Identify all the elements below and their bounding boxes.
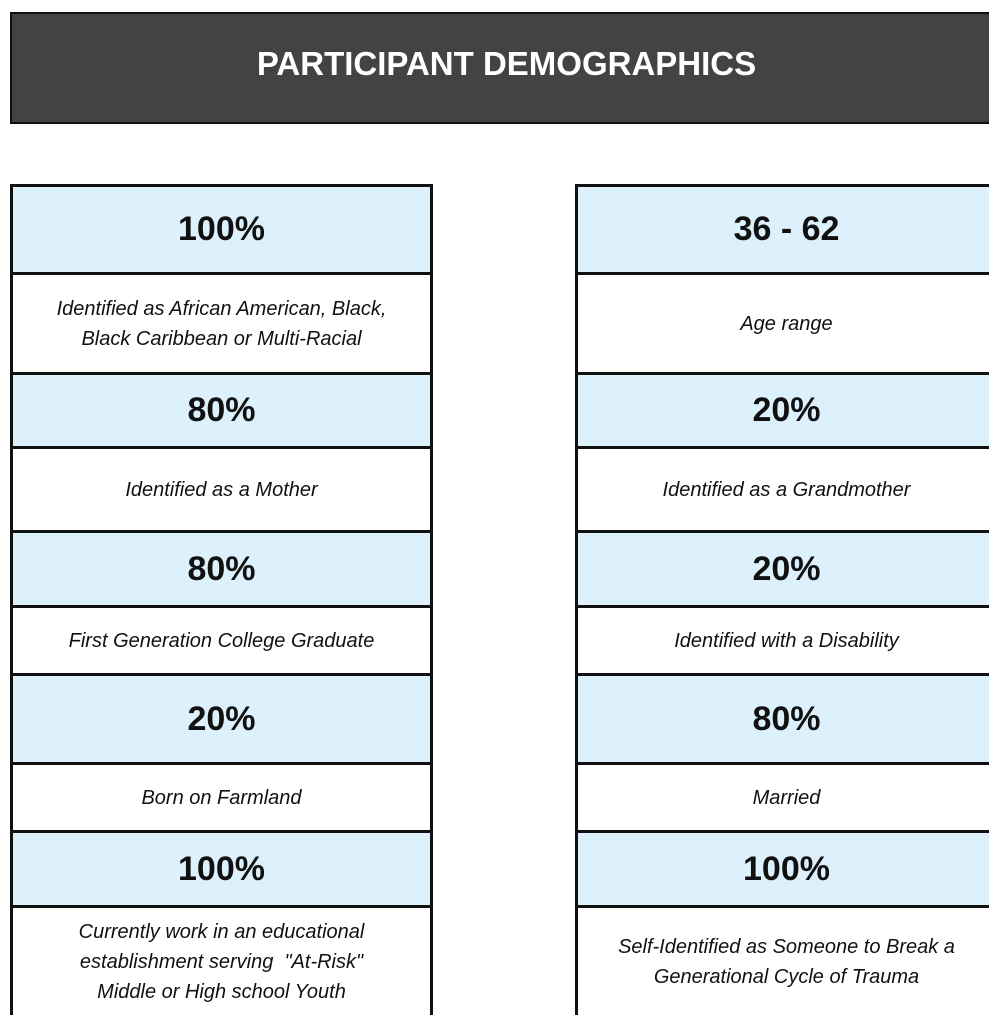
stat-label: First Generation College Graduate xyxy=(10,605,433,673)
label-line: Married xyxy=(752,786,821,809)
label-line: Middle or High school Youth xyxy=(97,980,346,1003)
stat-label: Married xyxy=(575,762,989,830)
stat-value: 100% xyxy=(10,184,433,272)
label-line: Identified as a Grandmother xyxy=(662,478,911,501)
label-line: Born on Farmland xyxy=(141,786,302,809)
label-line: Generational Cycle of Trauma xyxy=(653,965,920,988)
label-line: Identified as African American, Black, xyxy=(56,297,387,320)
stat-value: 100% xyxy=(10,830,433,905)
stat-label: Identified as African American, Black, Bl… xyxy=(10,272,433,372)
label-line: Identified with a Disability xyxy=(674,629,899,652)
stat-value: 80% xyxy=(575,673,989,762)
stat-value: 36 - 62 xyxy=(575,184,989,272)
label-line: First Generation College Graduate xyxy=(68,629,375,652)
stat-value: 20% xyxy=(575,372,989,446)
stat-value: 20% xyxy=(10,673,433,762)
label-line: Black Caribbean or Multi-Racial xyxy=(81,327,362,350)
stat-label: Currently work in an educational establis… xyxy=(10,905,433,1015)
stat-label: Self-Identified as Someone to Break a Gen… xyxy=(575,905,989,1015)
stat-label: Born on Farmland xyxy=(10,762,433,830)
label-line: Currently work in an educational xyxy=(78,920,365,943)
label-line: Age range xyxy=(740,312,833,335)
title: PARTICIPANT DEMOGRAPHICS xyxy=(256,45,757,82)
stat-label: Identified as a Mother xyxy=(10,446,433,530)
stat-label: Age range xyxy=(575,272,989,372)
stat-label: Identified as a Grandmother xyxy=(575,446,989,530)
label-line: Self-Identified as Someone to Break a xyxy=(618,935,955,958)
stat-value: 100% xyxy=(575,830,989,905)
label-line: establishment serving "At-Risk" xyxy=(79,950,364,973)
label-line: Identified as a Mother xyxy=(125,478,318,501)
stat-value: 20% xyxy=(575,530,989,605)
header: PARTICIPANT DEMOGRAPHICS xyxy=(10,12,989,124)
stat-label: Identified with a Disability xyxy=(575,605,989,673)
stat-value: 80% xyxy=(10,372,433,446)
stat-value: 80% xyxy=(10,530,433,605)
